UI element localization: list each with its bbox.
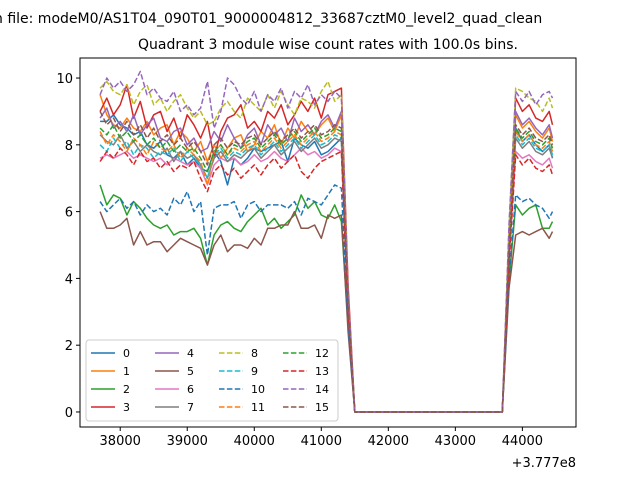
x-offset-label: +3.777e8 — [512, 456, 576, 471]
chart-title: Quadrant 3 module wise count rates with … — [138, 37, 518, 53]
series-line-9 — [99, 134, 554, 413]
legend-label-0: 0 — [123, 347, 130, 360]
x-tick-label: 40000 — [234, 434, 275, 449]
legend-label-6: 6 — [187, 383, 194, 396]
legend-label-4: 4 — [187, 347, 194, 360]
legend-label-3: 3 — [123, 401, 130, 414]
legend-label-8: 8 — [251, 347, 258, 360]
y-tick-label: 2 — [65, 339, 73, 354]
x-tick-label: 39000 — [167, 434, 208, 449]
legend-label-14: 14 — [315, 383, 329, 396]
legend-label-11: 11 — [251, 401, 265, 414]
legend-label-7: 7 — [187, 401, 194, 414]
plot-frame — [79, 57, 577, 428]
legend-label-2: 2 — [123, 383, 130, 396]
x-tick-label: 43000 — [435, 434, 476, 449]
x-tick-label: 41000 — [301, 434, 342, 449]
legend-label-15: 15 — [315, 401, 329, 414]
legend-label-12: 12 — [315, 347, 329, 360]
x-tick-label: 38000 — [100, 434, 141, 449]
x-tick-label: 44000 — [502, 434, 543, 449]
x-tick-label: 42000 — [368, 434, 409, 449]
legend-label-5: 5 — [187, 365, 194, 378]
series-line-15 — [99, 111, 554, 413]
legend-label-13: 13 — [315, 365, 329, 378]
y-tick-label: 10 — [56, 72, 73, 87]
y-tick-label: 6 — [65, 206, 73, 221]
legend-label-10: 10 — [251, 383, 265, 396]
y-tick-label: 8 — [65, 139, 73, 154]
figure-suptitle: n file: modeM0/AS1T04_090T01_9000004812_… — [0, 11, 542, 27]
series-line-8 — [99, 80, 554, 413]
legend-label-1: 1 — [123, 365, 130, 378]
y-tick-label: 4 — [65, 272, 73, 287]
legend-label-9: 9 — [251, 365, 258, 378]
y-tick-label: 0 — [65, 406, 73, 421]
legend-box — [85, 339, 339, 422]
